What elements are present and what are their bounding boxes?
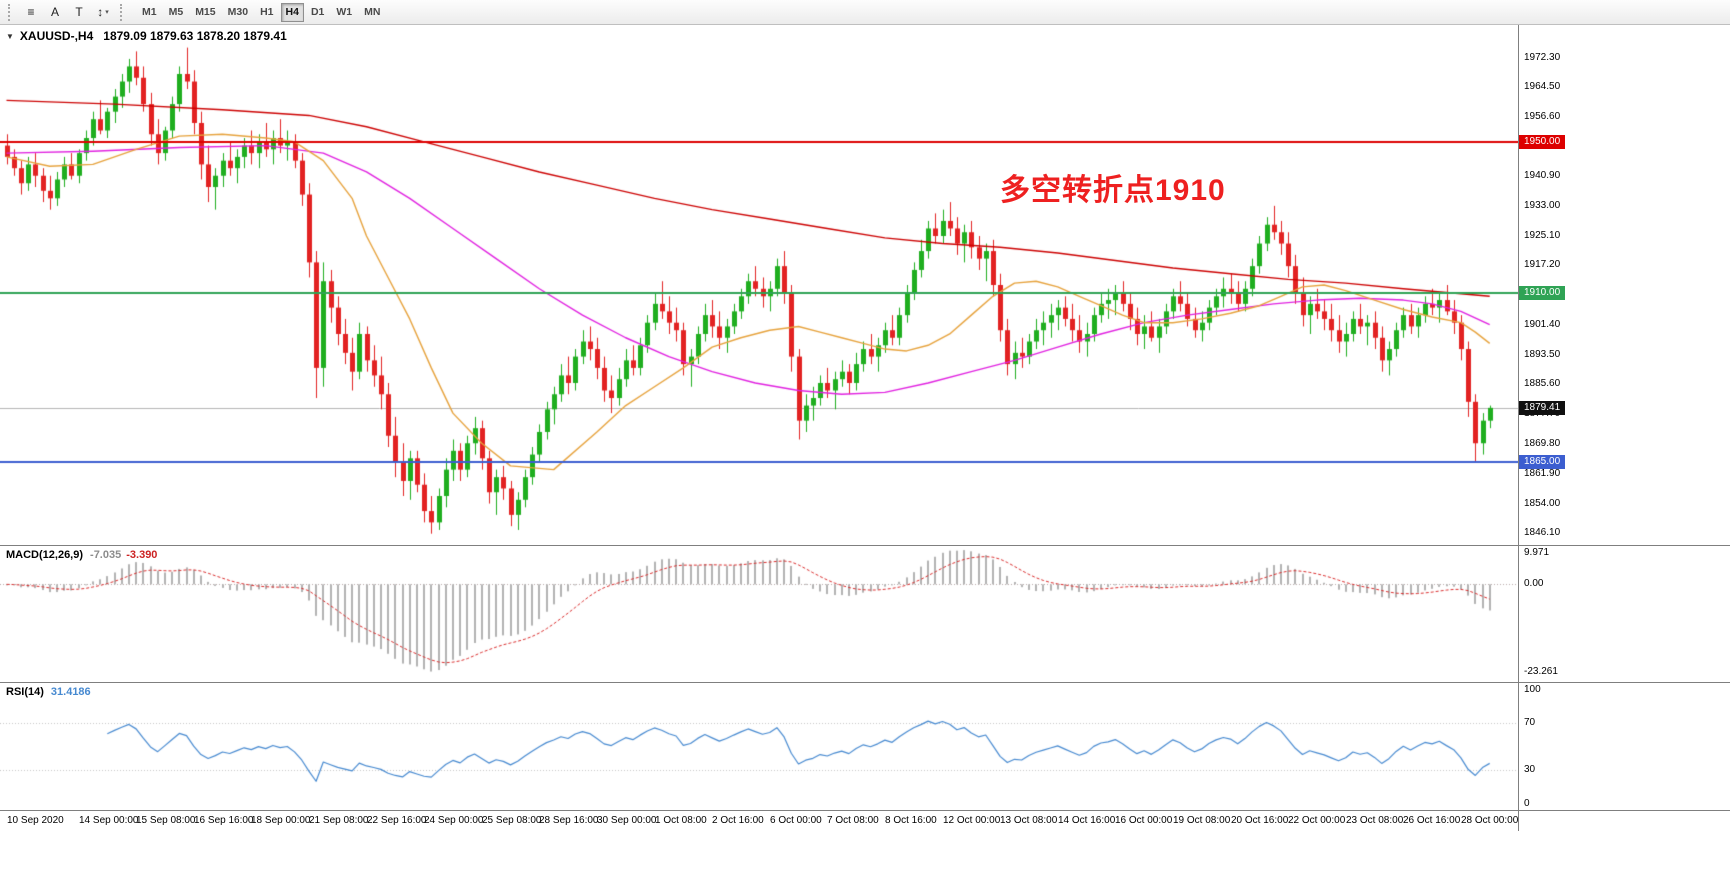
time-axis-label: 7 Oct 08:00 bbox=[827, 815, 879, 826]
toolbar-grip-2[interactable] bbox=[120, 3, 126, 21]
macd-axis-label: 9.971 bbox=[1524, 547, 1550, 558]
price-chart-canvas[interactable] bbox=[0, 25, 1518, 545]
pane-divider-rsi[interactable] bbox=[0, 682, 1730, 683]
time-axis-divider bbox=[0, 810, 1730, 811]
rsi-label: RSI(14) bbox=[6, 686, 44, 698]
price-badge-1879.41: 1879.41 bbox=[1519, 400, 1566, 415]
price-axis-label: 1933.00 bbox=[1524, 199, 1561, 211]
macd-axis-label: 0.00 bbox=[1524, 578, 1544, 590]
time-axis-label: 10 Sep 2020 bbox=[7, 815, 64, 826]
price-axis-label: 1861.90 bbox=[1524, 467, 1561, 479]
time-axis-label: 16 Oct 00:00 bbox=[1115, 815, 1173, 826]
time-axis-label: 18 Sep 00:00 bbox=[251, 815, 311, 826]
time-axis-label: 8 Oct 16:00 bbox=[885, 815, 937, 826]
price-badge-1950.00: 1950.00 bbox=[1519, 134, 1566, 149]
timeframe-button-w1[interactable]: W1 bbox=[331, 3, 357, 22]
time-axis-label: 30 Sep 00:00 bbox=[597, 815, 657, 826]
timeframe-button-m5[interactable]: M5 bbox=[164, 3, 189, 22]
price-axis-label: 1972.30 bbox=[1524, 51, 1561, 63]
time-axis-label: 15 Sep 08:00 bbox=[136, 815, 196, 826]
chart-area: 10 Sep 2020 14 Sep 00:00 15 Sep 08:00 16 Se… bbox=[0, 25, 1730, 893]
macd-pane-canvas[interactable] bbox=[0, 546, 1518, 682]
macd-label: MACD(12,26,9) bbox=[6, 549, 84, 561]
chart-annotation-text: 多空转折点1910 bbox=[1000, 174, 1226, 207]
time-axis-label: 23 Oct 08:00 bbox=[1346, 815, 1404, 826]
quick-trade-collapse-icon[interactable]: ▼ bbox=[6, 31, 14, 41]
time-axis-label: 1 Oct 08:00 bbox=[655, 815, 707, 826]
timeframe-button-m15[interactable]: M15 bbox=[190, 3, 220, 22]
price-axis-label: 1854.00 bbox=[1524, 497, 1561, 509]
chart-title: ▼ XAUUSD-,H4 1879.09 1879.63 1878.20 187… bbox=[6, 29, 287, 43]
price-axis-label: 1893.50 bbox=[1524, 348, 1561, 360]
time-axis-label: 13 Oct 08:00 bbox=[1000, 815, 1058, 826]
time-axis-label: 20 Oct 16:00 bbox=[1231, 815, 1289, 826]
text-tool-button[interactable]: T bbox=[68, 2, 90, 22]
timeframe-button-mn[interactable]: MN bbox=[359, 3, 385, 22]
timeframe-toolbar: M1 M5 M15 M30 H1 H4 D1 W1 MN bbox=[137, 2, 385, 22]
time-axis-label: 21 Sep 08:00 bbox=[309, 815, 369, 826]
toolbar: ≡ A T ↕ ▾ M1 M5 M15 M30 H1 H4 D1 W1 MN bbox=[0, 0, 1730, 25]
time-axis-label: 12 Oct 00:00 bbox=[943, 815, 1001, 826]
timeframe-button-d1[interactable]: D1 bbox=[306, 3, 329, 22]
chart-list-button[interactable]: ≡ bbox=[20, 2, 42, 22]
rsi-axis-label: 0 bbox=[1524, 798, 1530, 809]
rsi-caption: RSI(14) 31.4186 bbox=[6, 686, 91, 698]
chevron-down-icon: ▾ bbox=[105, 9, 109, 16]
time-axis-label: 24 Sep 00:00 bbox=[424, 815, 484, 826]
price-axis-label: 1901.40 bbox=[1524, 318, 1561, 330]
price-axis-label: 1846.10 bbox=[1524, 527, 1561, 539]
layout-dropdown-button[interactable]: ↕ ▾ bbox=[92, 2, 114, 22]
price-axis-label: 1940.90 bbox=[1524, 170, 1561, 182]
time-axis-label: 19 Oct 08:00 bbox=[1173, 815, 1231, 826]
ohlc-values: 1879.09 1879.63 1878.20 1879.41 bbox=[103, 29, 287, 43]
cursor-tool-button[interactable]: A bbox=[44, 2, 66, 22]
price-axis-label: 1925.10 bbox=[1524, 229, 1561, 241]
rsi-axis-label: 100 bbox=[1524, 684, 1541, 695]
macd-signal-value: -3.390 bbox=[126, 549, 158, 561]
timeframe-button-m1[interactable]: M1 bbox=[137, 3, 162, 22]
price-axis-label: 1885.60 bbox=[1524, 378, 1561, 390]
pane-divider-macd[interactable] bbox=[0, 545, 1730, 546]
toolbar-grip[interactable] bbox=[8, 3, 14, 21]
timeframe-button-h4[interactable]: H4 bbox=[280, 2, 304, 22]
rsi-value: 31.4186 bbox=[50, 686, 91, 698]
time-axis-label: 22 Oct 00:00 bbox=[1288, 815, 1346, 826]
macd-main-value: -7.035 bbox=[90, 549, 122, 561]
price-axis[interactable]: 1972.301964.501956.601948.701940.901933.… bbox=[1518, 25, 1730, 831]
macd-caption: MACD(12,26,9) -7.035 -3.390 bbox=[6, 549, 157, 561]
rsi-axis-label: 30 bbox=[1524, 764, 1536, 776]
time-axis-label: 28 Sep 16:00 bbox=[539, 815, 599, 826]
layout-icon: ↕ bbox=[97, 5, 104, 19]
time-axis-label: 25 Sep 08:00 bbox=[482, 815, 542, 826]
rsi-axis-label: 70 bbox=[1524, 716, 1536, 728]
timeframe-button-h1[interactable]: H1 bbox=[255, 3, 278, 22]
price-axis-label: 1917.20 bbox=[1524, 259, 1561, 271]
time-axis-label: 14 Sep 00:00 bbox=[79, 815, 139, 826]
time-axis[interactable]: 10 Sep 2020 14 Sep 00:00 15 Sep 08:00 16 Se… bbox=[0, 811, 1518, 833]
price-axis-label: 1964.50 bbox=[1524, 81, 1561, 93]
time-axis-label: 14 Oct 16:00 bbox=[1058, 815, 1116, 826]
timeframe-button-m30[interactable]: M30 bbox=[223, 3, 253, 22]
time-axis-label: 26 Oct 16:00 bbox=[1403, 815, 1461, 826]
time-axis-label: 16 Sep 16:00 bbox=[194, 815, 254, 826]
rsi-pane-canvas[interactable] bbox=[0, 683, 1518, 810]
price-axis-label: 1956.60 bbox=[1524, 110, 1561, 122]
symbol-period-label: XAUUSD-,H4 bbox=[19, 29, 94, 43]
price-badge-1865.00: 1865.00 bbox=[1519, 455, 1566, 470]
time-axis-label: 2 Oct 16:00 bbox=[712, 815, 764, 826]
time-axis-label: 22 Sep 16:00 bbox=[367, 815, 427, 826]
price-axis-label: 1869.80 bbox=[1524, 438, 1561, 449]
time-axis-label: 6 Oct 00:00 bbox=[770, 815, 822, 826]
price-badge-1910.00: 1910.00 bbox=[1519, 285, 1566, 300]
time-axis-label: 28 Oct 00:00 bbox=[1461, 815, 1518, 826]
macd-axis-label: -23.261 bbox=[1524, 665, 1558, 677]
